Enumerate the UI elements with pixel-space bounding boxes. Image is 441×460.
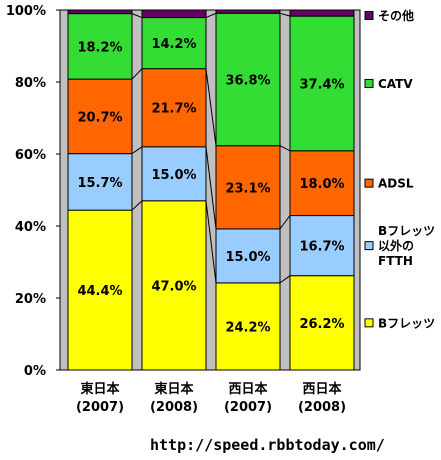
bar-segment-catv-2 xyxy=(141,17,207,70)
value-label: 14.2% xyxy=(151,37,196,52)
bar-segment-catv-3 xyxy=(215,12,281,147)
legend-swatch-adsl xyxy=(364,178,374,188)
value-label: 23.1% xyxy=(225,181,270,196)
legend-swatch-item xyxy=(364,11,374,20)
bar-segment-adsl-3 xyxy=(215,145,281,230)
bar-segment-adsl-4 xyxy=(289,150,355,217)
value-label: 20.7% xyxy=(77,110,122,125)
x-tick-label: 西日本 xyxy=(228,381,267,397)
bar-segment-b-ftth-4 xyxy=(289,215,355,277)
source-url: http://speed.rbbtoday.com/ xyxy=(150,436,385,454)
x-axis: 東日本 (2007) 東日本 (2008) 西日本 (2007) 西日本 (2008) xyxy=(76,381,346,415)
connector-line xyxy=(205,68,217,146)
y-tick-label: 40% xyxy=(15,220,46,235)
value-labels: 44.4% 15.7% 20.7% 18.2% 47.0% 15.0% 21.7% 14.2%… xyxy=(77,37,344,335)
connector-line xyxy=(205,200,217,283)
x-tick-label: 東日本 xyxy=(154,381,193,397)
bar-segment-b-1 xyxy=(67,209,133,371)
legend-label: CATV xyxy=(378,77,413,91)
legend-label: Bフレッツ xyxy=(378,316,435,330)
legend-label: その他 xyxy=(378,8,414,23)
legend-label: ADSL xyxy=(378,177,414,191)
value-label: 24.2% xyxy=(225,320,270,335)
connector-line xyxy=(131,200,143,211)
value-label: 15.0% xyxy=(225,250,270,265)
bar-segment-catv-4 xyxy=(289,15,355,152)
value-label: 36.8% xyxy=(225,73,270,88)
legend-label: FTTH xyxy=(378,254,413,268)
connector-line xyxy=(279,145,291,152)
x-tick-label: (2007) xyxy=(76,400,124,415)
value-label: 18.2% xyxy=(77,40,122,55)
y-tick-label: 100% xyxy=(6,4,46,19)
value-label: 47.0% xyxy=(151,279,196,294)
y-tick-label: 60% xyxy=(15,148,46,163)
series-connectors xyxy=(131,12,291,284)
bar-segment-b-ftth-3 xyxy=(215,228,281,284)
x-tick-label: (2008) xyxy=(298,400,346,415)
connector-line xyxy=(279,215,291,230)
connector-line xyxy=(131,13,143,19)
y-tick-label: 20% xyxy=(15,292,46,307)
x-tick-label: (2008) xyxy=(150,400,198,415)
value-label: 37.4% xyxy=(299,77,344,92)
bars xyxy=(67,9,355,371)
connector-line xyxy=(131,68,143,80)
value-label: 26.2% xyxy=(299,317,344,332)
bar-segment-adsl-2 xyxy=(141,68,207,148)
x-tick-label: 東日本 xyxy=(80,381,119,397)
connector-line xyxy=(279,275,291,284)
value-label: 15.7% xyxy=(77,176,122,191)
value-label: 16.7% xyxy=(299,240,344,255)
y-tick-label: 0% xyxy=(24,364,46,379)
bar-segment-b-2 xyxy=(141,200,207,371)
legend-label: 以外の xyxy=(378,238,414,253)
connector-line xyxy=(205,12,217,19)
bar-segment-item-3 xyxy=(215,9,281,14)
legend-swatch-catv xyxy=(364,78,374,88)
x-tick-label: (2007) xyxy=(224,400,272,415)
legend-swatch-b xyxy=(364,318,374,328)
connector-line xyxy=(279,12,291,17)
value-label: 21.7% xyxy=(151,102,196,117)
bar-segment-catv-1 xyxy=(67,13,133,80)
bar-segment-item-2 xyxy=(141,9,207,19)
bar-segment-adsl-1 xyxy=(67,78,133,155)
value-label: 15.0% xyxy=(151,168,196,183)
legend-label: Bフレッツ xyxy=(378,224,435,238)
bar-segment-item-4 xyxy=(289,9,355,17)
connector-line xyxy=(205,146,217,229)
legend-swatch-b-ftth xyxy=(364,241,374,251)
y-tick-label: 80% xyxy=(15,76,46,91)
value-label: 44.4% xyxy=(77,284,122,299)
y-axis: 0% 20% 40% 60% 80% 100% xyxy=(6,4,61,379)
bar-segment-b-ftth-1 xyxy=(67,153,133,211)
bar-segment-b-3 xyxy=(215,282,281,371)
connector-line xyxy=(131,146,143,155)
bar-segment-item-1 xyxy=(67,9,133,15)
x-tick-label: 西日本 xyxy=(302,381,341,397)
value-label: 18.0% xyxy=(299,177,344,192)
